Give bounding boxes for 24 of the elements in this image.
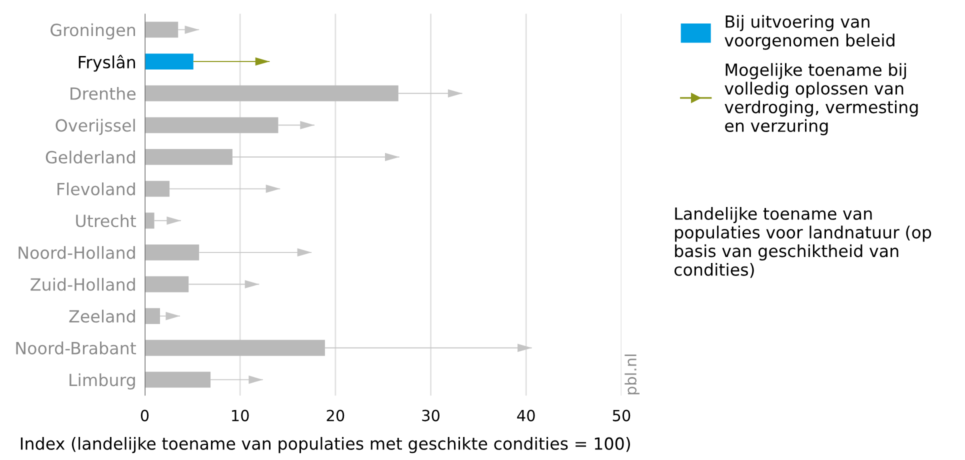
y-tick-label: Zeeland	[69, 310, 135, 323]
legend-label: Bij uitvoering van voorgenomen beleid	[724, 15, 894, 50]
x-tick-label: 30	[422, 410, 440, 422]
y-tick-label: Noord-Holland	[18, 246, 135, 259]
x-tick-label: 20	[326, 410, 344, 422]
y-tick-label: Groningen	[50, 23, 135, 40]
legend-label: Mogelijke toename bij volledig oplossen van verdroging, vermesting en verzuring	[724, 63, 918, 136]
y-tick-label: Zuid-Holland	[30, 278, 135, 291]
text: pbl.nl	[624, 354, 640, 394]
y-tick-label: Fryslân	[78, 54, 136, 72]
y-tick-label: Gelderland	[46, 150, 135, 164]
y-tick-label: Flevoland	[58, 182, 135, 196]
y-tick-label: Overijssel	[56, 118, 135, 135]
x-tick-label: 10	[232, 410, 249, 422]
y-tick-label: Limburg	[70, 373, 135, 390]
x-tick-label: 50	[612, 410, 630, 422]
y-tick-label: Utrecht	[76, 214, 136, 228]
text: Landelijke toename van populaties voor landnatuur (op basis van geschiktheid van condities)	[674, 207, 932, 278]
x-tick-label: 40	[517, 410, 535, 422]
y-tick-label: Noord-Brabant	[16, 342, 136, 354]
x-tick-label: 0	[140, 410, 149, 422]
x-axis-title: Index (landelijke toename van populaties met geschikte condities = 100)	[20, 436, 630, 454]
bar	[144, 54, 194, 70]
y-tick-label: Drenthe	[70, 87, 136, 100]
